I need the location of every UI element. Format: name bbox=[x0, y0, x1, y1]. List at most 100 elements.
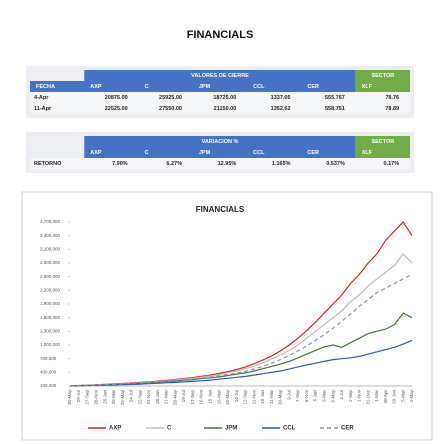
sector-header-text: SECTOR bbox=[371, 73, 394, 79]
table-cell: 25925.00 bbox=[159, 95, 182, 101]
table-cell: 21150.00 bbox=[214, 106, 237, 112]
table-cell: 22525.00 bbox=[105, 106, 128, 112]
x-tick-label: 2-Sep bbox=[348, 390, 353, 403]
column-header: CER bbox=[307, 84, 319, 90]
column-header: JPM bbox=[199, 150, 211, 156]
column-header: XLF bbox=[362, 84, 373, 90]
y-tick-label: 1,600,000 bbox=[40, 315, 61, 320]
table-cell: 6.27% bbox=[166, 161, 182, 167]
column-header: AXP bbox=[90, 84, 102, 90]
table-cell: 1.165% bbox=[272, 161, 291, 167]
table-header bbox=[84, 136, 356, 147]
x-tick-label: 26-Mar bbox=[111, 390, 116, 405]
table-cell: 20875.00 bbox=[105, 95, 128, 101]
x-tick-label: 26-Nov bbox=[93, 389, 98, 404]
x-tick-label: 5-May bbox=[330, 389, 335, 402]
sector-header-text: SECTOR bbox=[371, 139, 394, 145]
table-cell: RETORNO bbox=[34, 161, 62, 167]
x-tick-label: 5-Jan bbox=[313, 390, 318, 402]
y-tick-label: 1,900,000 bbox=[40, 301, 61, 306]
column-header: CCL bbox=[253, 84, 265, 90]
table-row bbox=[30, 92, 410, 103]
x-tick-label: 16-Mar bbox=[216, 390, 221, 405]
table-cell: 12.95% bbox=[218, 161, 237, 167]
y-tick-label: 2,500,000 bbox=[40, 274, 61, 279]
column-header: CCL bbox=[253, 150, 265, 156]
column-header: CER bbox=[307, 150, 319, 156]
y-tick-label: 1,300,000 bbox=[40, 329, 61, 334]
y-tick-label: 700,000 bbox=[40, 356, 57, 361]
x-tick-label: 24-Jul bbox=[129, 390, 134, 402]
x-tick-label: 5-Mar bbox=[400, 390, 405, 402]
table-cell: 11-Apr bbox=[34, 106, 52, 112]
page-title: FINANCIALS bbox=[187, 29, 254, 41]
column-header: C bbox=[145, 84, 149, 90]
x-tick-label: 14-Jul bbox=[234, 390, 239, 402]
x-tick-label: 1-Mar bbox=[374, 390, 379, 402]
x-tick-label: 15-May bbox=[225, 389, 230, 405]
column-header-row bbox=[30, 81, 356, 92]
column-header: AXP bbox=[90, 150, 102, 156]
x-tick-label: 19-Jul bbox=[181, 390, 186, 402]
legend-label: CCL bbox=[283, 426, 296, 432]
x-tick-label: 17-Sep bbox=[190, 390, 195, 405]
table-header-text: VALORES DE CIERRE bbox=[191, 73, 249, 79]
legend-label: CER bbox=[341, 426, 354, 432]
x-tick-label: 20-May bbox=[172, 389, 177, 405]
table-cell: 1352.62 bbox=[271, 106, 291, 112]
x-tick-label: 22-Sep bbox=[137, 390, 142, 405]
x-tick-label: 1-Nov bbox=[357, 389, 362, 402]
table-header-text: VARIACION % bbox=[202, 139, 239, 145]
table-cell: 18725.00 bbox=[213, 95, 236, 101]
x-tick-label: 4-May bbox=[409, 389, 414, 402]
sector-header bbox=[355, 70, 410, 81]
chart-title: FINANCIALS bbox=[196, 205, 245, 214]
legend-label: C bbox=[167, 426, 172, 432]
y-tick-label: 3,700,000 bbox=[40, 219, 61, 224]
y-tick-label: 1,000,000 bbox=[40, 342, 61, 347]
x-tick-label: 10-Jan bbox=[260, 390, 265, 404]
x-tick-label: 20-Jan bbox=[155, 390, 160, 404]
column-header: XLF bbox=[362, 150, 373, 156]
x-tick-label: 6-Mar bbox=[321, 390, 326, 402]
x-tick-label: 21-Nov bbox=[146, 389, 151, 404]
table-cell: 7.90% bbox=[112, 161, 128, 167]
series-line bbox=[69, 273, 413, 387]
table-cell: 4-Apr bbox=[34, 95, 49, 101]
table-cell: 27550.00 bbox=[159, 106, 182, 112]
x-tick-label: 25-Jan bbox=[102, 390, 107, 404]
x-tick-label: 16-Nov bbox=[199, 389, 204, 404]
x-tick-label: 12-Sep bbox=[243, 390, 248, 405]
column-header-sector bbox=[355, 81, 410, 92]
x-tick-label: 30-Apr bbox=[383, 390, 388, 404]
y-tick-label: 100,000 bbox=[40, 383, 57, 388]
column-header: JPM bbox=[199, 84, 211, 90]
x-tick-label: 21-Mar bbox=[164, 390, 169, 405]
column-header: C bbox=[145, 150, 149, 156]
legend-label: JPM bbox=[225, 426, 237, 432]
x-tick-label: 15-Jan bbox=[207, 390, 212, 404]
y-tick-label: 2,200,000 bbox=[40, 288, 61, 293]
x-tick-label: 10-May bbox=[278, 389, 283, 405]
column-header-row bbox=[84, 147, 356, 158]
x-tick-label: 7-Sep bbox=[295, 390, 300, 403]
table-cell: 78.76 bbox=[385, 95, 399, 101]
x-tick-label: 25-May bbox=[120, 389, 125, 405]
table-cell: 558.751 bbox=[325, 106, 345, 112]
table-row bbox=[30, 158, 410, 169]
x-tick-label: 29-Jun bbox=[392, 390, 397, 404]
x-tick-label: 9-Jul bbox=[286, 390, 291, 400]
x-tick-label: 29-Jul bbox=[76, 390, 81, 402]
table-cell: 78.89 bbox=[385, 106, 399, 112]
table-cell: 0.17% bbox=[384, 161, 400, 167]
series-line bbox=[69, 339, 413, 387]
x-tick-label: 31-Dec bbox=[365, 389, 370, 404]
x-tick-label: 30-May bbox=[67, 389, 72, 405]
table-header bbox=[84, 70, 356, 81]
chart-frame bbox=[21, 191, 433, 441]
legend-label: AXP bbox=[109, 426, 121, 432]
y-tick-label: 2,800,000 bbox=[40, 260, 61, 265]
x-tick-label: 11-Mar bbox=[269, 390, 274, 404]
column-header-sector bbox=[355, 147, 410, 158]
